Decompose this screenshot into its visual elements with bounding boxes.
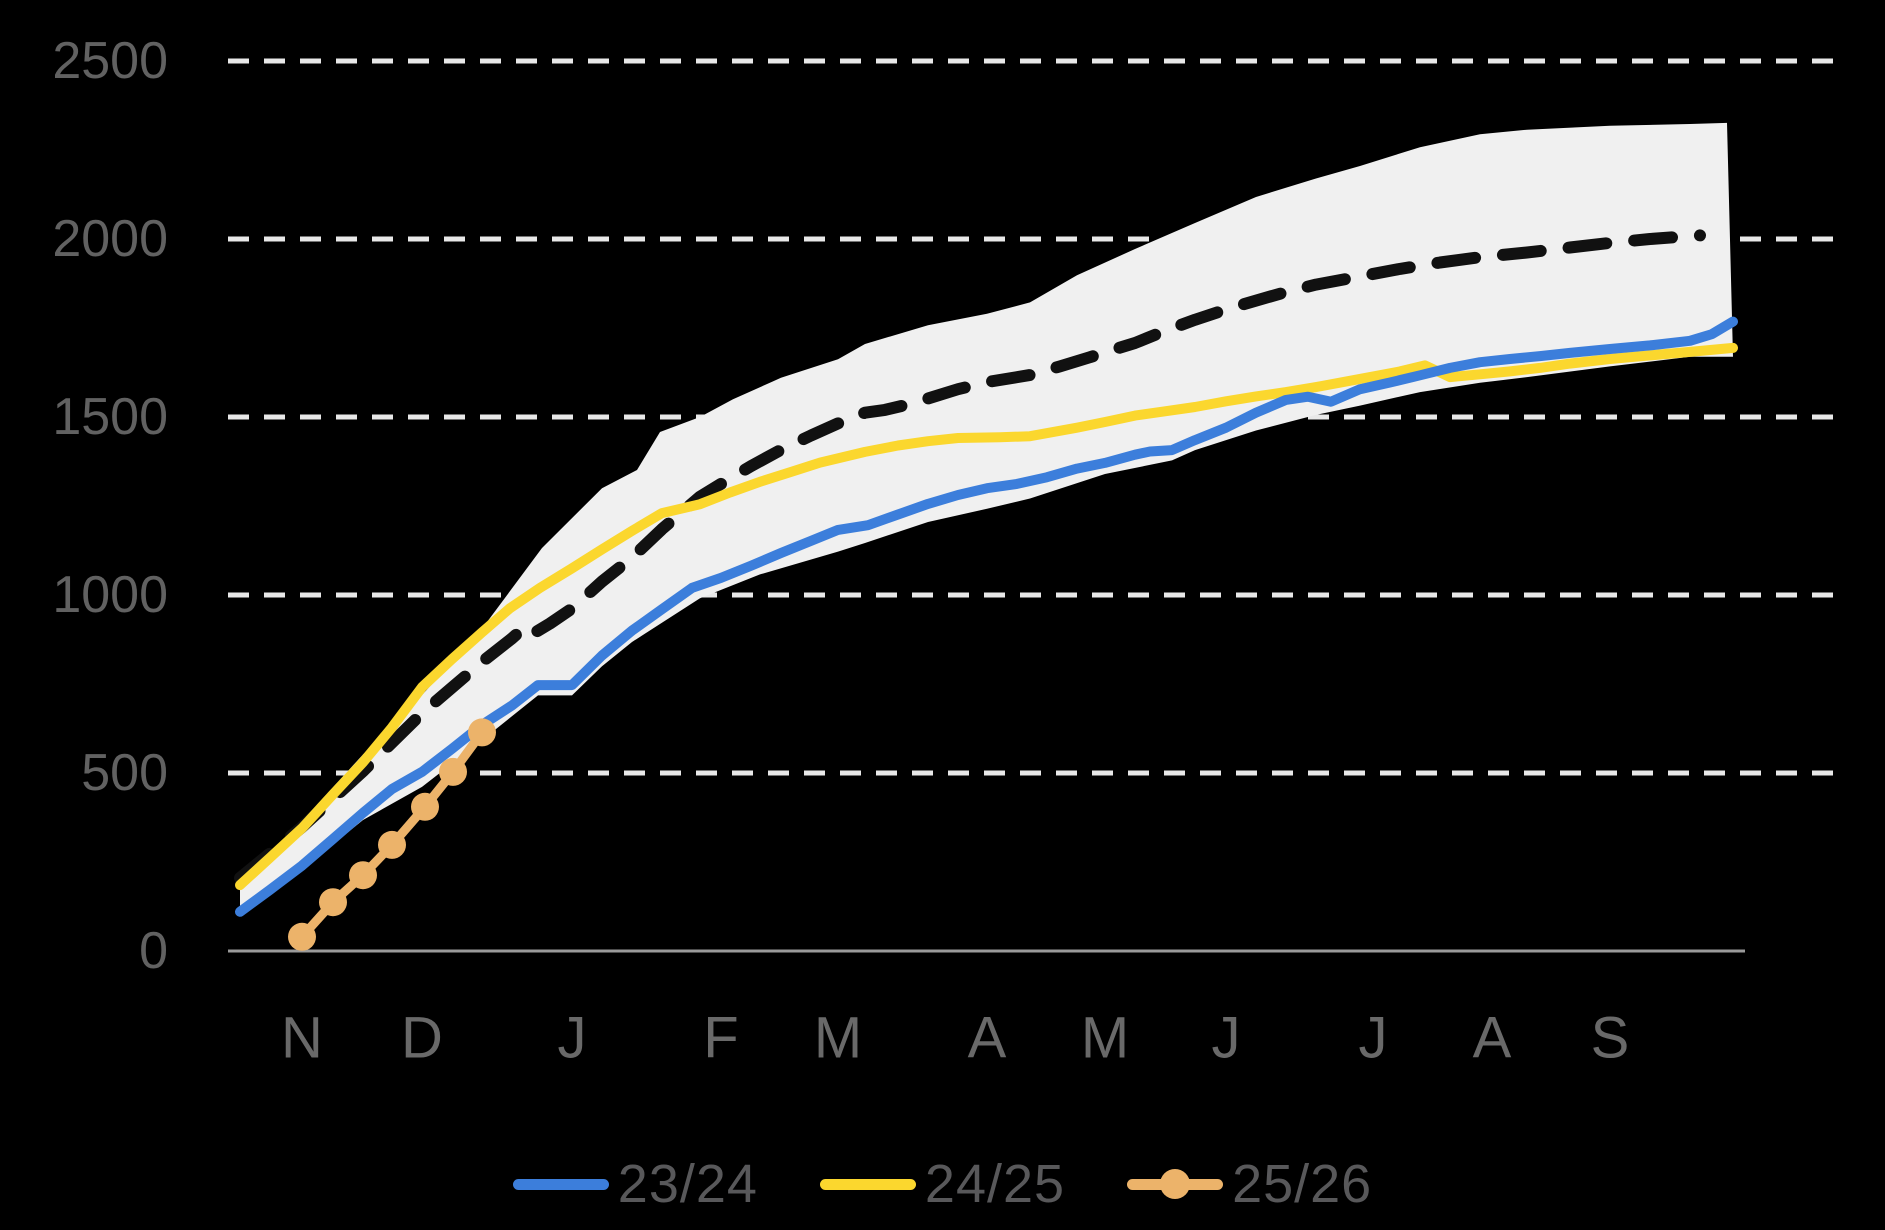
legend: 23/24 24/25 25/26 (0, 1148, 1885, 1220)
legend-marker-dot (1160, 1168, 1191, 1199)
y-tick-label-2000: 2000 (52, 210, 168, 268)
legend-swatch (512, 1178, 609, 1190)
legend-label: 24/25 (924, 1154, 1066, 1214)
shaded-range-band (240, 122, 1733, 914)
y-tick-label-1500: 1500 (52, 388, 168, 446)
x-month-label-10: S (1591, 1006, 1630, 1071)
x-month-label-6: M (1081, 1006, 1129, 1071)
series-line-23-24 (235, 316, 1738, 917)
x-month-label-4: M (814, 1006, 862, 1071)
x-month-label-7: J (1212, 1006, 1241, 1071)
y-tick-label-0: 0 (139, 922, 168, 980)
legend-label: 25/26 (1232, 1154, 1373, 1214)
series-25-26-marker (439, 757, 467, 786)
x-month-label-5: A (968, 1006, 1007, 1071)
series-lines (235, 316, 1738, 951)
y-tick-label-2500: 2500 (52, 32, 168, 90)
series-25-26-marker (378, 830, 406, 859)
y-axis-labels: 0 500 1000 1500 2000 2500 (52, 32, 168, 980)
legend-swatch (1127, 1168, 1224, 1199)
y-tick-label-1000: 1000 (52, 566, 168, 624)
x-month-label-8: J (1359, 1006, 1388, 1071)
series-line-24-25 (235, 342, 1738, 891)
y-tick-label-500: 500 (81, 744, 168, 802)
x-month-label-3: F (703, 1006, 738, 1071)
series-25-26-marker (468, 718, 496, 747)
legend-item-23-24[interactable]: 23/24 (512, 1153, 758, 1215)
x-month-label-2: J (558, 1006, 587, 1071)
x-month-label-1: D (401, 1006, 443, 1071)
legend-item-25-26[interactable]: 25/26 (1127, 1153, 1372, 1215)
legend-swatch (819, 1178, 916, 1190)
series-25-26-marker (288, 922, 316, 951)
legend-item-24-25[interactable]: 24/25 (819, 1153, 1066, 1215)
dashed-reference-line (234, 229, 1706, 884)
shaded-range-polygon (240, 122, 1733, 914)
x-month-label-9: A (1473, 1006, 1512, 1071)
dashed-reference-polyline (234, 229, 1706, 884)
series-25-26-marker (349, 861, 377, 890)
legend-label: 23/24 (617, 1154, 758, 1214)
series-25-26-marker (319, 888, 347, 917)
x-month-label-0: N (281, 1006, 323, 1071)
series-25-26-marker (411, 792, 439, 821)
gridlines (228, 58, 1840, 953)
